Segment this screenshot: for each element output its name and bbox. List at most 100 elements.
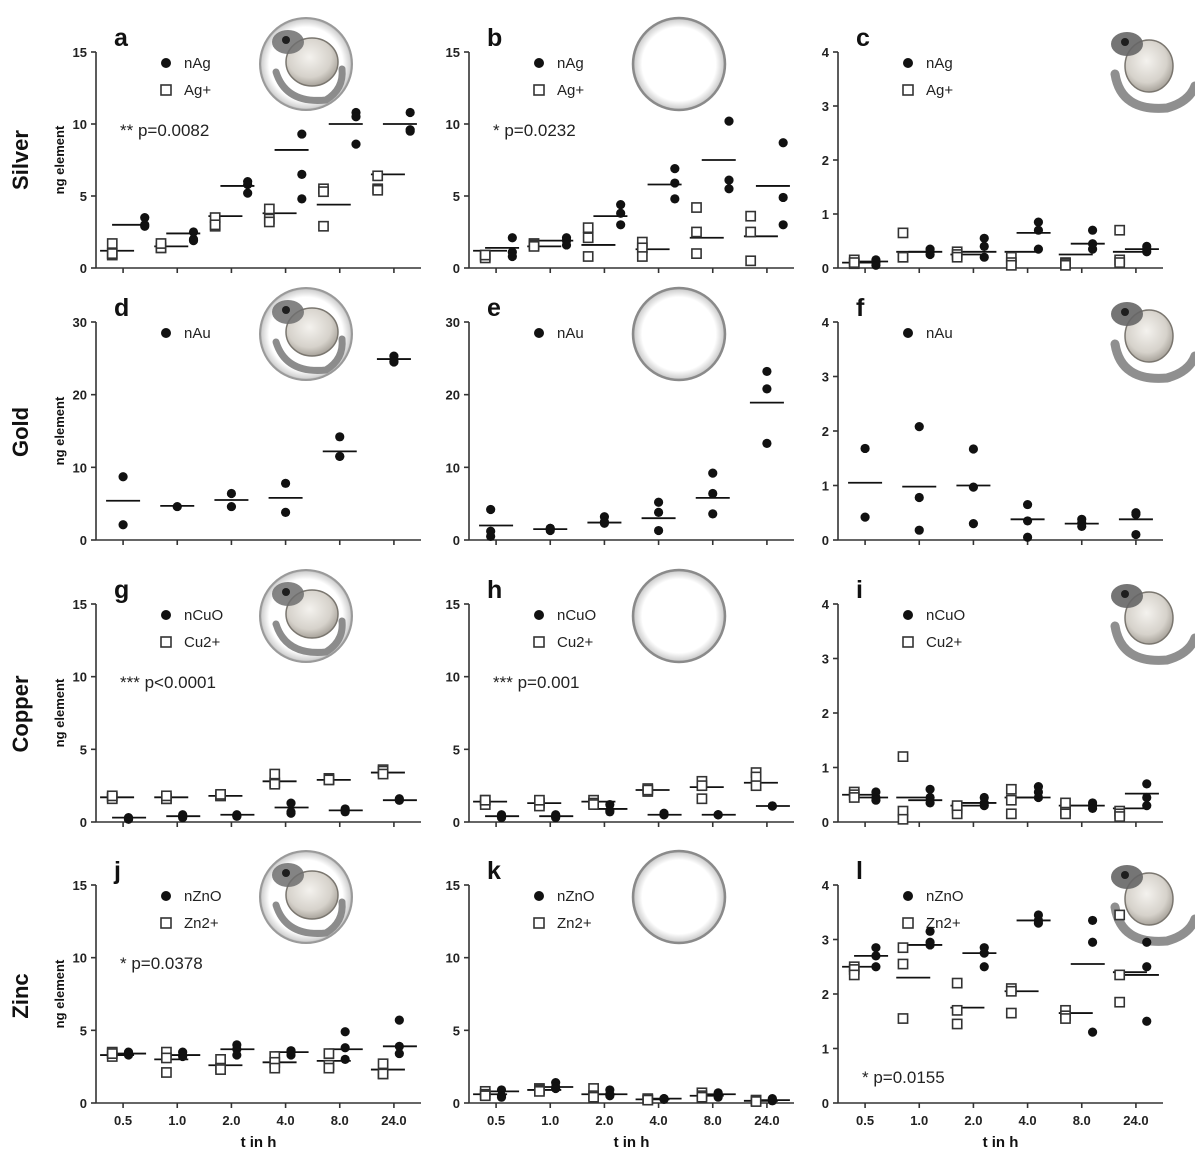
data-point-filled xyxy=(286,798,296,808)
embryo-chorion-icon xyxy=(259,850,353,944)
data-point-open xyxy=(1114,224,1126,236)
x-axis-title: t in h xyxy=(241,1134,277,1151)
data-point-open xyxy=(897,813,909,825)
y-tick-label: 10 xyxy=(73,951,87,966)
data-point-open xyxy=(161,1052,172,1064)
data-point-open xyxy=(582,232,594,244)
y-tick-label: 15 xyxy=(446,878,460,893)
data-point-filled xyxy=(123,814,134,824)
data-point-filled xyxy=(280,507,291,517)
data-point-filled xyxy=(178,813,188,823)
embryo-chorion-icon xyxy=(259,17,353,111)
data-point-open xyxy=(897,942,909,954)
data-point-open xyxy=(263,203,275,215)
data-point-open xyxy=(691,202,702,213)
data-point-open xyxy=(1060,1013,1071,1024)
row-label-zinc: Zinc xyxy=(8,973,33,1018)
data-point-filled xyxy=(1077,521,1087,531)
data-point-filled xyxy=(394,1015,404,1025)
y-tick-label: 0 xyxy=(453,261,460,276)
panel-a: 0 5 10 15 ng element a nAg Ag+ ** p=0.0082 xyxy=(52,17,421,276)
panel-letter: j xyxy=(113,857,121,885)
data-point-open xyxy=(263,216,275,228)
legend-label: nZnO xyxy=(926,888,964,905)
y-tick-label: 0 xyxy=(80,1096,87,1111)
data-point-filled xyxy=(713,1092,723,1102)
panel-letter: f xyxy=(856,294,865,322)
data-point-filled xyxy=(226,488,237,499)
legend-marker-filled xyxy=(534,891,544,901)
data-point-open xyxy=(951,800,963,812)
y-tick-label: 5 xyxy=(80,742,87,757)
p-value-annotation: * p=0.0232 xyxy=(493,121,576,140)
data-point-filled xyxy=(708,509,718,519)
panel-f: 0 1 2 3 4 f nAu xyxy=(822,294,1195,548)
data-point-open xyxy=(582,251,594,262)
data-point-filled xyxy=(118,520,128,530)
data-point-filled xyxy=(1142,792,1152,803)
data-point-filled xyxy=(979,962,989,972)
data-point-filled xyxy=(925,926,935,936)
data-point-open xyxy=(897,227,909,239)
p-value-annotation: *** p<0.0001 xyxy=(120,673,216,692)
data-point-open xyxy=(215,1064,226,1075)
data-point-filled xyxy=(405,126,415,136)
data-point-open xyxy=(106,790,118,802)
legend-marker-filled xyxy=(903,610,913,620)
x-tick-label: 1.0 xyxy=(910,1113,928,1128)
y-tick-label: 10 xyxy=(446,117,460,132)
data-point-filled xyxy=(708,468,718,478)
data-point-open xyxy=(951,251,963,263)
data-point-filled xyxy=(670,164,680,174)
data-point-open xyxy=(377,768,389,780)
y-tick-label: 30 xyxy=(73,315,87,330)
x-tick-label: 2.0 xyxy=(964,1113,982,1128)
panel-b: 0 5 10 15 b nAg Ag+ * p=0.0232 xyxy=(446,16,794,276)
row-label-silver: Silver xyxy=(8,130,33,190)
y-tick-label: 15 xyxy=(446,597,460,612)
data-point-open xyxy=(318,220,329,232)
data-point-open xyxy=(1005,794,1017,806)
data-point-open xyxy=(636,242,648,254)
data-point-filled xyxy=(1087,1027,1098,1037)
data-point-filled xyxy=(1087,937,1098,947)
legend-label: nAg xyxy=(184,55,211,72)
y-tick-label: 2 xyxy=(822,987,829,1002)
y-tick-label: 4 xyxy=(822,45,830,60)
data-point-filled xyxy=(968,519,979,529)
data-point-filled xyxy=(616,200,626,210)
dechorionated-embryo-icon xyxy=(1110,584,1195,665)
data-point-open xyxy=(642,784,654,796)
legend-marker-filled xyxy=(161,610,171,620)
data-point-open xyxy=(897,958,909,970)
data-point-filled xyxy=(670,178,680,188)
panel-e: 0 10 20 30 e nAu xyxy=(446,286,794,548)
data-point-filled xyxy=(1131,529,1141,540)
panel-letter: g xyxy=(114,576,129,604)
x-tick-label: 4.0 xyxy=(277,1113,295,1128)
data-point-filled xyxy=(140,213,150,223)
data-point-open xyxy=(161,1067,172,1078)
data-point-filled xyxy=(979,948,989,958)
data-point-open xyxy=(897,751,909,762)
data-point-filled xyxy=(670,194,680,204)
data-point-filled xyxy=(968,444,979,454)
legend-label: nCuO xyxy=(926,607,965,624)
data-point-filled xyxy=(340,1027,350,1037)
panel-letter: e xyxy=(487,294,501,322)
data-point-filled xyxy=(762,438,772,448)
data-point-open xyxy=(1005,808,1017,820)
p-value-annotation: *** p=0.001 xyxy=(493,673,580,692)
data-point-open xyxy=(372,170,384,182)
legend-label: Zn2+ xyxy=(557,915,592,932)
data-point-filled xyxy=(561,240,572,250)
data-point-filled xyxy=(653,525,664,536)
x-tick-label: 2.0 xyxy=(595,1113,613,1128)
p-value-annotation: * p=0.0378 xyxy=(120,954,203,973)
x-tick-label: 0.5 xyxy=(856,1113,874,1128)
data-point-open xyxy=(323,1048,335,1059)
data-point-open xyxy=(106,238,118,249)
data-point-filled xyxy=(351,139,361,149)
data-point-open xyxy=(1005,259,1017,271)
data-point-open xyxy=(691,248,702,259)
